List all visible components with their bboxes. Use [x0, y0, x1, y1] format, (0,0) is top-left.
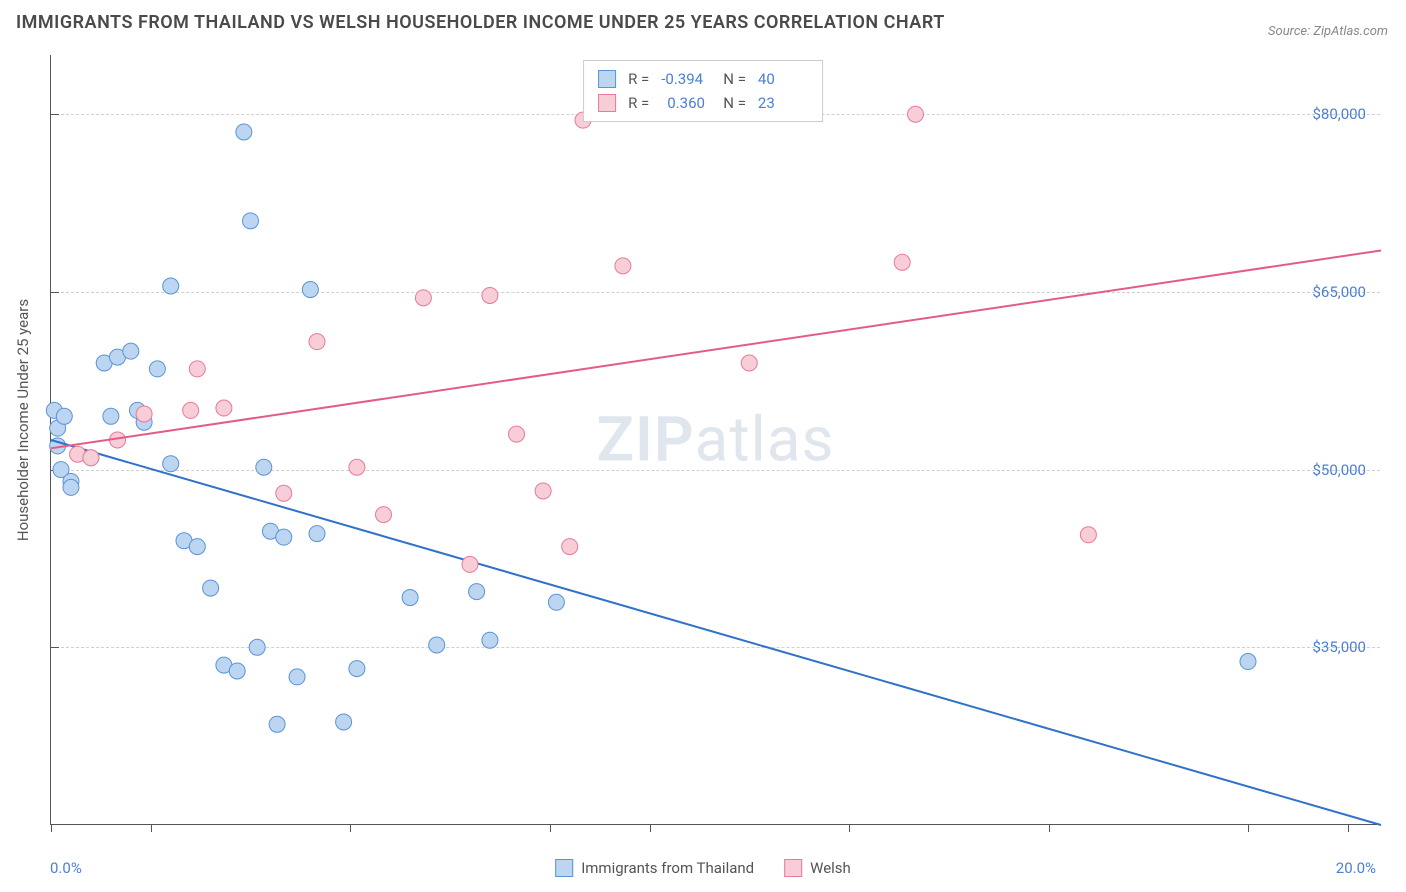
data-point — [269, 716, 285, 732]
data-point — [309, 334, 325, 350]
n-label: N = — [723, 67, 746, 91]
data-point — [183, 402, 199, 418]
swatch-series1-bottom — [555, 859, 573, 877]
data-point — [216, 400, 232, 416]
data-point — [289, 669, 305, 685]
correlation-legend: R = -0.394 N = 40 R = 0.360 N = 23 — [583, 60, 823, 122]
data-point — [908, 106, 924, 122]
x-axis-max-label: 20.0% — [1336, 859, 1376, 877]
data-point — [349, 459, 365, 475]
chart-plot-area: ZIPatlas $35,000$50,000$65,000$80,000 — [50, 55, 1380, 825]
swatch-series2 — [598, 94, 616, 112]
r-label: R = — [628, 91, 649, 115]
data-point — [415, 290, 431, 306]
data-point — [535, 483, 551, 499]
data-point — [462, 556, 478, 572]
data-point — [63, 479, 79, 495]
data-point — [302, 282, 318, 298]
data-point — [276, 529, 292, 545]
legend-row-series2: R = 0.360 N = 23 — [598, 91, 808, 115]
data-point — [103, 408, 119, 424]
series1-label: Immigrants from Thailand — [581, 859, 754, 877]
data-point — [149, 361, 165, 377]
legend-item-series2: Welsh — [784, 859, 851, 877]
data-point — [56, 408, 72, 424]
data-point — [256, 459, 272, 475]
data-point — [309, 526, 325, 542]
n-value-series1: 40 — [758, 67, 808, 91]
legend-item-series1: Immigrants from Thailand — [555, 859, 754, 877]
r-label: R = — [628, 67, 649, 91]
source-attribution: Source: ZipAtlas.com — [1268, 24, 1388, 39]
data-point — [189, 539, 205, 555]
data-point — [741, 355, 757, 371]
data-point — [1240, 654, 1256, 670]
scatter-plot-svg — [51, 55, 1380, 824]
data-point — [482, 632, 498, 648]
data-point — [548, 594, 564, 610]
data-point — [376, 507, 392, 523]
data-point — [509, 426, 525, 442]
data-point — [243, 213, 259, 229]
chart-title: IMMIGRANTS FROM THAILAND VS WELSH HOUSEH… — [16, 12, 945, 33]
series-legend: Immigrants from Thailand Welsh — [555, 859, 851, 877]
data-point — [136, 406, 152, 422]
legend-row-series1: R = -0.394 N = 40 — [598, 67, 808, 91]
data-point — [163, 456, 179, 472]
data-point — [236, 124, 252, 140]
trend-line — [51, 250, 1381, 448]
data-point — [83, 450, 99, 466]
data-point — [163, 278, 179, 294]
data-point — [189, 361, 205, 377]
data-point — [562, 539, 578, 555]
data-point — [336, 714, 352, 730]
n-label: N = — [723, 91, 746, 115]
data-point — [615, 258, 631, 274]
data-point — [402, 590, 418, 606]
r-value-series1: -0.394 — [661, 67, 711, 91]
data-point — [229, 663, 245, 679]
swatch-series1 — [598, 70, 616, 88]
data-point — [469, 584, 485, 600]
y-axis-title: Householder Income Under 25 years — [14, 299, 32, 541]
data-point — [276, 485, 292, 501]
data-point — [894, 254, 910, 270]
data-point — [1080, 527, 1096, 543]
data-point — [123, 343, 139, 359]
x-axis-min-label: 0.0% — [50, 859, 82, 877]
r-value-series2: 0.360 — [661, 91, 711, 115]
data-point — [429, 637, 445, 653]
series2-label: Welsh — [810, 859, 851, 877]
swatch-series2-bottom — [784, 859, 802, 877]
trend-line — [51, 440, 1381, 825]
data-point — [349, 661, 365, 677]
data-point — [482, 287, 498, 303]
n-value-series2: 23 — [758, 91, 808, 115]
data-point — [203, 580, 219, 596]
data-point — [249, 639, 265, 655]
